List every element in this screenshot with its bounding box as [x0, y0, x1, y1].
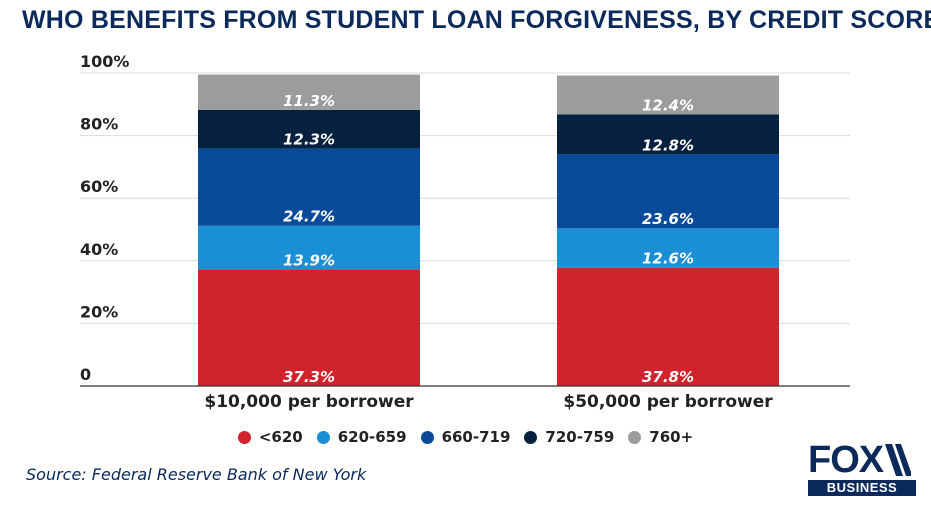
bar-segment-620659-0 — [198, 225, 420, 270]
y-tick-label: 40% — [80, 240, 118, 259]
y-tick-label: 100% — [80, 52, 129, 71]
legend-label: 620-659 — [337, 428, 407, 446]
bar-segment-720759-0 — [198, 109, 420, 149]
bar-segment-620659-1 — [557, 228, 779, 268]
chart-legend: <620 620-659 660-719 720-759 760+ — [0, 428, 931, 446]
legend-label: 760+ — [649, 428, 694, 446]
logo-fox-text: FOX — [808, 439, 884, 481]
logo-slash-icon — [885, 444, 911, 476]
legend-dot-icon — [524, 430, 538, 444]
legend-item: 620-659 — [316, 428, 407, 446]
logo-business-text: BUSINESS — [808, 480, 916, 496]
bar-segment-660719-1 — [557, 154, 779, 229]
legend-dot-icon — [628, 430, 642, 444]
data-label: 13.9% — [283, 251, 335, 269]
y-tick-label: 60% — [80, 177, 118, 196]
bar-segment-760+-0 — [198, 74, 420, 110]
data-label: 11.3% — [283, 92, 335, 110]
data-label: 23.6% — [642, 210, 694, 228]
data-label: 12.4% — [642, 96, 694, 114]
stacked-bar-chart: 0 20% 40% 60% 80% 100% 37.3% 13.9% 24.7% 12.3% 11.… — [80, 52, 850, 412]
chart-title: WHO BENEFITS FROM STUDENT LOAN FORGIVENE… — [22, 6, 931, 34]
data-label: 37.8% — [642, 368, 694, 386]
bar-segment-620-1 — [557, 267, 779, 386]
data-label: 12.6% — [642, 250, 694, 268]
legend-dot-icon — [237, 430, 251, 444]
legend-item: <620 — [237, 428, 303, 446]
legend-label: 660-719 — [441, 428, 511, 446]
legend-dot-icon — [420, 430, 434, 444]
legend-label: <620 — [258, 428, 303, 446]
x-category-label: $50,000 per borrower — [563, 392, 773, 412]
bar-segment-620-0 — [198, 269, 420, 386]
fox-business-logo: FOX BUSINESS — [808, 440, 918, 498]
bar-segment-720759-1 — [557, 114, 779, 155]
y-tick-label: 0 — [80, 365, 91, 384]
legend-item: 720-759 — [524, 428, 614, 446]
data-label: 12.3% — [283, 130, 335, 148]
bar-segment-660719-0 — [198, 148, 420, 226]
y-tick-label: 20% — [80, 302, 118, 321]
legend-label: 720-759 — [545, 428, 615, 446]
bar-segment-760+-1 — [557, 75, 779, 115]
data-label: 37.3% — [283, 368, 335, 386]
legend-item: 760+ — [628, 428, 693, 446]
legend-dot-icon — [316, 430, 330, 444]
data-label: 24.7% — [283, 208, 335, 226]
x-category-label: $10,000 per borrower — [204, 392, 414, 412]
legend-item: 660-719 — [420, 428, 511, 446]
source-note: Source: Federal Reserve Bank of New York — [26, 465, 367, 484]
y-tick-label: 80% — [80, 115, 118, 134]
data-label: 12.8% — [642, 136, 694, 154]
